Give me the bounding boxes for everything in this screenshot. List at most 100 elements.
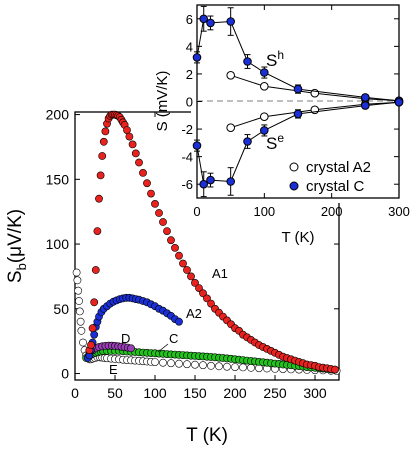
inset-point-crystal-c: [243, 137, 252, 146]
inset-y-ticks: 6 4 2 0 -2 -4 -6: [181, 12, 399, 192]
inset-point-crystal-c: [361, 93, 370, 102]
point-E: [199, 361, 207, 370]
legend-label-crystal-a2: crystal A2: [306, 159, 371, 176]
inset-x-axis-label: T (K): [281, 229, 314, 246]
point-E: [79, 338, 87, 347]
inset-y-tick-label: 6: [186, 12, 193, 27]
main-data-points: [72, 110, 341, 375]
point-D: [127, 344, 135, 353]
main-y-tick-label: 150: [46, 171, 70, 187]
point-A1: [125, 132, 134, 141]
inset-point-crystal-c: [361, 101, 370, 110]
inset-y-tick-label: -6: [181, 177, 193, 192]
main-y-tick-label: 0: [61, 366, 69, 382]
inset-point-crystal-c: [199, 179, 208, 189]
main-x-axis-label: T (K): [186, 425, 228, 446]
point-A1: [99, 137, 108, 146]
inset-point-crystal-c: [293, 109, 303, 119]
main-x-tick-label: 250: [263, 385, 287, 401]
label-A1: A1: [212, 266, 228, 281]
inset-y-tick-label: 2: [186, 67, 193, 82]
label-S-electron: Se: [266, 131, 284, 153]
point-A1: [155, 209, 163, 217]
inset-y-tick-label: 0: [186, 95, 193, 110]
point-A1: [91, 266, 100, 274]
point-E: [175, 359, 183, 368]
point-A1: [135, 158, 143, 167]
inset-y-tick-label: -2: [181, 122, 193, 137]
point-E: [215, 362, 223, 371]
main-x-tick-label: 300: [303, 385, 327, 401]
inset-point-crystal-c: [260, 68, 269, 77]
point-A1: [151, 199, 159, 208]
point-E: [183, 360, 191, 369]
point-A1: [87, 341, 95, 349]
main-x-tick-label: 0: [71, 385, 79, 401]
inset-point-crystal-c: [226, 17, 235, 26]
point-A1: [123, 126, 131, 135]
point-E: [77, 326, 86, 335]
point-A1: [183, 266, 191, 274]
inset-x-tick-label: 300: [388, 204, 410, 219]
inset-point-crystal-a2: [260, 82, 269, 91]
point-A1: [203, 294, 211, 303]
point-A1: [88, 324, 97, 333]
point-E: [191, 360, 199, 369]
point-A2: [90, 330, 99, 339]
point-A1: [171, 243, 179, 252]
point-A1: [199, 289, 207, 298]
point-E: [76, 317, 85, 326]
point-E: [75, 307, 84, 316]
point-A1: [131, 149, 140, 158]
inset-point-crystal-c: [260, 126, 269, 135]
inset-y-tick-label: 4: [186, 39, 193, 54]
legend-marker-crystal-a2: [289, 162, 299, 172]
point-A1: [90, 298, 99, 307]
inset-x-tick-label: 100: [253, 204, 275, 219]
point-A1: [179, 259, 187, 268]
inset-x-ticks: 0 100 200 300: [193, 5, 410, 219]
point-A1: [191, 278, 199, 287]
point-E: [231, 363, 239, 371]
point-A2: [175, 317, 183, 326]
label-C-pointer: [157, 343, 169, 353]
label-D: D: [121, 331, 130, 346]
inset-point-crystal-a2: [260, 112, 269, 121]
point-A1: [101, 127, 110, 136]
inset-point-crystal-c: [206, 18, 215, 28]
point-A1: [175, 251, 183, 260]
legend-marker-crystal-c: [289, 181, 299, 191]
main-y-ticks: 0 50 100 150 200: [46, 107, 339, 382]
point-A1: [98, 152, 107, 160]
label-A2: A2: [186, 306, 202, 321]
point-E: [239, 363, 247, 372]
inset-point-crystal-c: [394, 97, 404, 107]
inset-legend: crystal A2 crystal C: [289, 159, 371, 195]
inset-x-tick-label: 200: [321, 204, 343, 219]
series-A1: [85, 110, 339, 374]
point-A1: [139, 168, 147, 177]
inset-point-crystal-c: [192, 53, 202, 62]
inset-point-crystal-c: [293, 84, 303, 94]
point-E: [75, 297, 83, 305]
inset-point-crystal-c: [206, 175, 215, 185]
main-y-tick-label: 200: [46, 107, 70, 123]
inset-x-tick-label: 0: [193, 204, 200, 219]
inset-point-crystal-c: [243, 57, 252, 66]
point-A1: [195, 284, 203, 292]
point-E: [167, 359, 175, 368]
inset-data-points: [192, 5, 404, 198]
point-E: [74, 286, 83, 295]
point-A1: [187, 272, 195, 281]
point-A1: [143, 179, 151, 188]
main-x-tick-label: 100: [143, 385, 167, 401]
point-A1: [163, 227, 171, 235]
point-E: [151, 358, 159, 366]
inset-y-tick-label: -4: [181, 150, 193, 165]
label-C: C: [169, 331, 178, 346]
point-A1: [167, 236, 175, 245]
point-A1: [207, 299, 215, 308]
point-A1: [147, 189, 155, 198]
